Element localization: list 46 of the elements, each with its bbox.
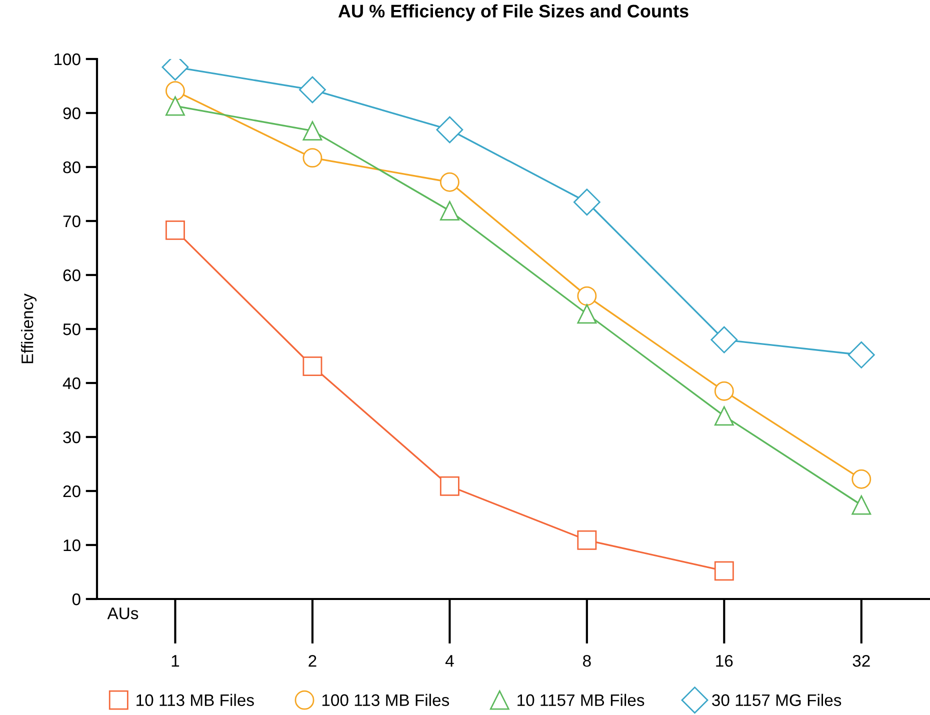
x-tick-label: 32 [852,654,870,667]
legend-label: 10 1157 MB Files [518,694,644,706]
point [166,96,185,116]
point [573,188,600,216]
y-axis-title: Efficiency [21,294,37,364]
point [848,341,875,368]
y-tick-label: 10 [64,539,80,552]
point [440,172,460,192]
x-tick-label: 4 [445,655,454,667]
point [852,469,872,489]
point [714,406,734,426]
point [436,116,464,144]
point [440,201,460,220]
x-tick-label: 8 [583,654,591,667]
chart-title: AU % Efficiency of File Sizes and Counts [338,4,688,22]
y-tick-label: 40 [62,377,80,390]
x-tick-label: 2 [308,654,316,667]
y-tick-label: 30 [63,431,80,444]
point [577,304,597,324]
point [302,148,322,168]
x-tick-label: 16 [716,654,733,667]
y-tick-label: 20 [63,485,80,498]
point [710,326,738,354]
point [852,495,872,515]
x-tick-label: 1 [172,655,180,667]
legend-label: 100 113 MB Files [322,694,450,706]
x-axis-title: AUs [107,608,138,620]
y-tick-label: 60 [63,269,80,282]
point [440,476,460,496]
y-tick-label: 100 [54,53,80,66]
point [714,561,734,581]
y-tick-label: 50 [63,323,80,336]
y-tick-label: 90 [63,107,80,120]
point [302,121,322,141]
point [166,220,185,240]
point [577,286,597,306]
point [714,381,734,401]
point [298,76,326,104]
point [302,356,322,376]
point [166,81,185,101]
y-tick-label: 0 [72,593,80,606]
y-tick-label: 80 [63,161,80,174]
y-tick-label: 70 [63,215,80,228]
legend-label: 10 113 MB Files [136,694,254,706]
point [577,530,597,550]
legend-label: 30 1157 MG Files [712,694,842,706]
